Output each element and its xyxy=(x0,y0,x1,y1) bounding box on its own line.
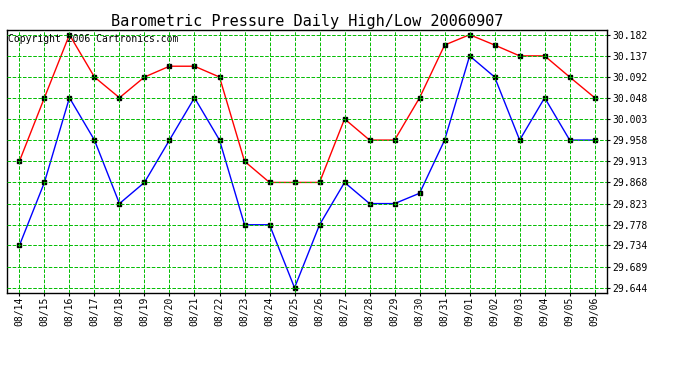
Title: Barometric Pressure Daily High/Low 20060907: Barometric Pressure Daily High/Low 20060… xyxy=(111,14,503,29)
Text: Copyright 2006 Cartronics.com: Copyright 2006 Cartronics.com xyxy=(8,34,179,44)
